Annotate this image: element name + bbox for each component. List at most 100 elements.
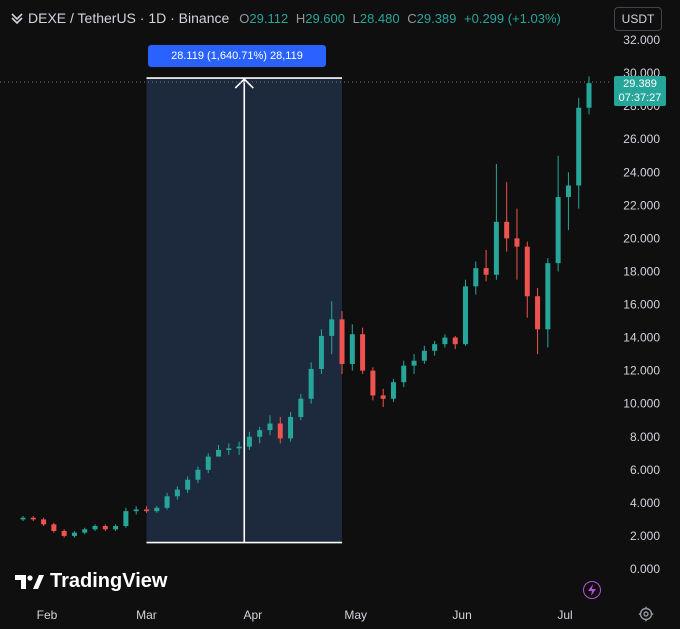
low-value: 28.480 bbox=[359, 10, 400, 26]
y-tick-label: 24.000 bbox=[623, 165, 660, 179]
candle-body bbox=[349, 334, 355, 365]
time-axis[interactable]: Feb Mar Apr May Jun Jul bbox=[37, 608, 573, 622]
candle-body bbox=[421, 350, 427, 361]
y-tick-label: 26.000 bbox=[623, 132, 660, 146]
tradingview-logo[interactable]: TradingView bbox=[14, 570, 167, 593]
last-price-value: 29.389 bbox=[623, 78, 657, 90]
candle-body bbox=[452, 337, 458, 345]
chart-header: DEXE / TetherUS · 1D · Binance O29.112 H… bbox=[10, 8, 561, 28]
symbol-title[interactable]: DEXE / TetherUS · 1D · Binance bbox=[28, 10, 230, 26]
measure-arrow-head bbox=[234, 77, 254, 89]
candle-body bbox=[370, 370, 376, 396]
x-tick-label: Apr bbox=[243, 608, 262, 622]
high-value: 29.600 bbox=[305, 10, 345, 26]
high-label: H bbox=[295, 10, 306, 26]
open-label: O bbox=[239, 10, 250, 26]
candle-body bbox=[113, 526, 119, 530]
candle-body bbox=[493, 221, 499, 275]
candle-body bbox=[524, 246, 530, 297]
candle-body bbox=[586, 83, 592, 108]
candle-body bbox=[565, 185, 571, 198]
close-value: 29.389 bbox=[416, 10, 457, 26]
candle-body bbox=[463, 286, 469, 345]
y-tick-label: 2.000 bbox=[630, 529, 660, 543]
candle-body bbox=[61, 530, 67, 536]
candle-body bbox=[514, 238, 520, 247]
y-tick-label: 12.000 bbox=[623, 364, 660, 378]
brand-name: TradingView bbox=[50, 570, 168, 592]
candle-body bbox=[51, 524, 57, 531]
candle-body bbox=[41, 519, 47, 525]
candle-body bbox=[205, 456, 211, 470]
x-tick-label: May bbox=[344, 608, 367, 622]
candle-body bbox=[339, 319, 345, 365]
candle-body bbox=[246, 436, 252, 447]
candle-body bbox=[329, 319, 335, 336]
candle-body bbox=[483, 268, 489, 275]
gear-icon[interactable] bbox=[638, 606, 654, 622]
candle-body bbox=[555, 197, 561, 264]
candle-body bbox=[432, 344, 438, 351]
candle-body bbox=[236, 446, 242, 449]
tradingview-mark-icon bbox=[15, 574, 44, 589]
candle-body bbox=[226, 448, 232, 450]
candle-body bbox=[576, 107, 582, 186]
candles-layer bbox=[20, 76, 592, 538]
last-price-tag: 29.389 07:37:27 bbox=[614, 76, 666, 106]
close-label: C bbox=[407, 10, 417, 26]
candle-body bbox=[195, 469, 201, 480]
x-tick-label: Jun bbox=[452, 608, 471, 622]
x-tick-label: Mar bbox=[136, 608, 157, 622]
candle-body bbox=[123, 511, 129, 527]
candle-body bbox=[71, 532, 77, 536]
y-tick-label: 18.000 bbox=[623, 264, 660, 278]
candle-body bbox=[360, 334, 366, 371]
candle-body bbox=[30, 517, 36, 520]
candle-body bbox=[288, 416, 294, 439]
candle-body bbox=[102, 526, 108, 530]
candle-body bbox=[442, 337, 448, 345]
y-tick-label: 6.000 bbox=[630, 463, 660, 477]
x-tick-label: Jul bbox=[557, 608, 572, 622]
y-tick-label: 10.000 bbox=[623, 397, 660, 411]
change-value: +0.299 (+1.03%) bbox=[464, 10, 561, 26]
price-axis[interactable]: 32.00030.00028.00026.00024.00022.00020.0… bbox=[623, 33, 660, 576]
measure-tool[interactable] bbox=[146, 77, 343, 544]
y-tick-label: 16.000 bbox=[623, 298, 660, 312]
candle-body bbox=[390, 382, 396, 399]
y-tick-label: 0.000 bbox=[630, 562, 660, 576]
candle-body bbox=[298, 398, 304, 417]
bar-countdown: 07:37:27 bbox=[618, 92, 662, 104]
candle-body bbox=[308, 368, 314, 399]
y-tick-label: 8.000 bbox=[630, 430, 660, 444]
open-value: 29.112 bbox=[249, 10, 289, 26]
candle-body bbox=[154, 507, 160, 512]
candle-body bbox=[164, 496, 170, 508]
low-label: L bbox=[352, 10, 360, 26]
y-tick-label: 32.000 bbox=[623, 33, 660, 47]
y-tick-label: 20.000 bbox=[623, 231, 660, 245]
candle-body bbox=[92, 526, 98, 530]
candle-body bbox=[216, 449, 222, 457]
lightning-icon[interactable] bbox=[583, 581, 601, 599]
y-tick-label: 4.000 bbox=[630, 496, 660, 510]
currency-button[interactable]: USDT bbox=[614, 7, 662, 31]
candle-body bbox=[411, 360, 417, 366]
y-tick-label: 22.000 bbox=[623, 198, 660, 212]
candle-body bbox=[133, 509, 139, 512]
measure-label: 28.119 (1,640.71%) 28,119 bbox=[148, 45, 326, 67]
candle-body bbox=[401, 365, 407, 383]
candle-body bbox=[82, 529, 88, 533]
candle-body bbox=[20, 517, 26, 520]
ohlc-values: O29.112 H29.600 L28.480 C29.389 +0.299 (… bbox=[235, 11, 561, 26]
candle-body bbox=[185, 479, 191, 490]
candle-body bbox=[473, 268, 479, 287]
candle-body bbox=[318, 335, 324, 369]
x-tick-label: Feb bbox=[37, 608, 58, 622]
candle-body bbox=[504, 221, 510, 239]
candle-body bbox=[380, 395, 386, 399]
candle-body bbox=[174, 489, 180, 497]
candle-body bbox=[277, 423, 283, 439]
y-tick-label: 14.000 bbox=[623, 331, 660, 345]
